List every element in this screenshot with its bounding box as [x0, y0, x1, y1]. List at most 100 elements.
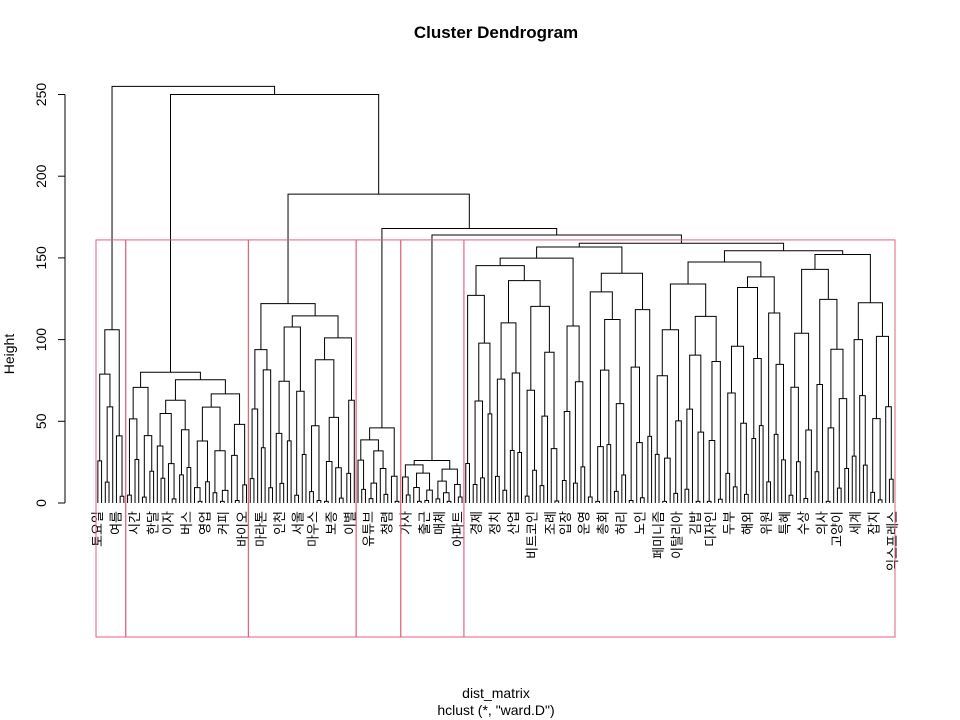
leaf-label: 유튜브 [362, 511, 377, 547]
dendrogram-merge [790, 386, 799, 496]
dendrogram-merge [201, 406, 221, 451]
dendrogram-merge [669, 283, 707, 330]
leaf-label: 시간 [128, 511, 143, 535]
dendrogram-merge [174, 379, 226, 401]
dendrogram-merge [141, 496, 147, 503]
dendrogram-merge [630, 366, 641, 501]
chart-subtitle: hclust (*, "ward.D") [437, 702, 554, 718]
dendrogram-merge [615, 403, 625, 492]
leaf-label: 노인 [633, 511, 648, 535]
y-tick-label: 50 [33, 413, 49, 429]
dendrogram-merge [673, 492, 679, 503]
dendrogram-merge [687, 261, 762, 284]
dendrogram-merge [814, 254, 871, 303]
dendrogram-merge [587, 496, 593, 503]
dendrogram-merge [711, 361, 721, 500]
dendrogram-merge [251, 408, 259, 503]
dendrogram-merge [816, 383, 824, 503]
dendrogram-merge [621, 474, 627, 503]
leaf-label: 여름 [109, 511, 124, 535]
leaf-label: 위원 [760, 511, 775, 535]
dendrogram-merge [231, 454, 238, 503]
dendrogram-merge [508, 280, 541, 323]
dendrogram-merge [496, 378, 506, 491]
dendrogram-merge [127, 494, 132, 503]
dendrogram-merge [872, 418, 881, 500]
dendrogram-merge [472, 483, 478, 503]
dendrogram-merge [104, 481, 110, 503]
leaf-label: 고양이 [830, 511, 845, 547]
dendrogram-merge [242, 484, 248, 503]
dendrogram-merge [210, 393, 241, 425]
leaf-label: 마라톤 [254, 511, 269, 547]
dendrogram-merge [416, 500, 422, 503]
y-tick-label: 200 [33, 164, 49, 188]
leaf-label: 특혜 [778, 511, 793, 535]
dendrogram-merge [654, 453, 660, 503]
dendrogram-merge [827, 427, 835, 503]
dendrogram-merge [390, 475, 398, 503]
dendrogram-merge [628, 499, 634, 503]
dendrogram-merge [279, 482, 285, 503]
dendrogram-merge [502, 489, 508, 503]
leaf-label: 토요일 [91, 511, 106, 547]
leaf-label: 김밥 [689, 511, 704, 535]
leaf-label: 비트코인 [526, 511, 541, 559]
dendrogram-merge [357, 459, 365, 503]
dendrogram-merge [499, 257, 574, 326]
leaf-label: 입장 [559, 511, 574, 535]
cluster-rectangle [463, 239, 896, 638]
dendrogram-merge [695, 500, 701, 503]
cluster-rectangle [247, 239, 357, 638]
dendrogram-merge [599, 369, 610, 447]
dendrogram-merge [862, 464, 868, 503]
dendrogram-merge [517, 451, 523, 503]
dendrogram-merge [675, 420, 682, 503]
dendrogram-merge [370, 482, 378, 503]
cluster-rectangles [95, 239, 896, 638]
dendrogram-merge [661, 329, 680, 421]
dendrogram-merge [474, 400, 483, 485]
leaf-label: 잡지 [868, 511, 883, 535]
dendrogram-merge [830, 348, 844, 428]
dendrogram-merge [613, 490, 619, 503]
dendrogram-merge [348, 399, 355, 503]
dendrogram-merge [730, 345, 745, 424]
dendrogram-merge [328, 416, 339, 468]
dendrogram-merge [844, 468, 850, 503]
y-tick-label: 150 [33, 246, 49, 270]
leaf-label: 서울 [292, 511, 307, 535]
dendrogram-merge [814, 471, 820, 503]
dendrogram-merge [647, 435, 653, 503]
leaf-label: 가사 [399, 511, 414, 535]
leaf-labels: 토요일 여름 시간 한달 이자 버스 영업 커피 바이오 마라톤 인천 서울 마우스 보증 이별 유튜브 청렴 가… [91, 511, 901, 571]
dendrogram-merge [838, 398, 848, 489]
dendrogram-merge [597, 446, 604, 503]
leaf-label: 영업 [199, 511, 214, 535]
dendrogram-merge [580, 466, 586, 503]
dendrogram-merge [219, 500, 225, 503]
dendrogram-merge [338, 497, 344, 503]
dendrogram-merge [639, 497, 645, 503]
dendrogram-merge [743, 493, 749, 503]
dendrogram-merge [134, 459, 140, 503]
dendrogram-merge [888, 478, 894, 503]
cluster-rectangle [95, 239, 127, 638]
dendrogram-merge [554, 500, 560, 503]
dendrogram-merge [737, 287, 758, 359]
leaf-label: 이자 [161, 511, 176, 535]
dendrogram-merge [500, 322, 517, 380]
dendrogram-merge [606, 444, 612, 503]
dendrogram-merge [723, 250, 844, 262]
dendrogram-merge [424, 499, 430, 503]
dendrogram-merge [819, 298, 838, 385]
dendrogram-merge [373, 450, 384, 484]
dendrogram-merge [539, 485, 545, 503]
leaf-label: 디자인 [704, 511, 719, 547]
dendrogram-merge [316, 499, 322, 503]
dendrogram-merge [662, 500, 667, 503]
leaf-label: 운영 [578, 511, 593, 535]
dendrogram-merge [495, 475, 500, 503]
dendrogram-merge [753, 358, 762, 439]
